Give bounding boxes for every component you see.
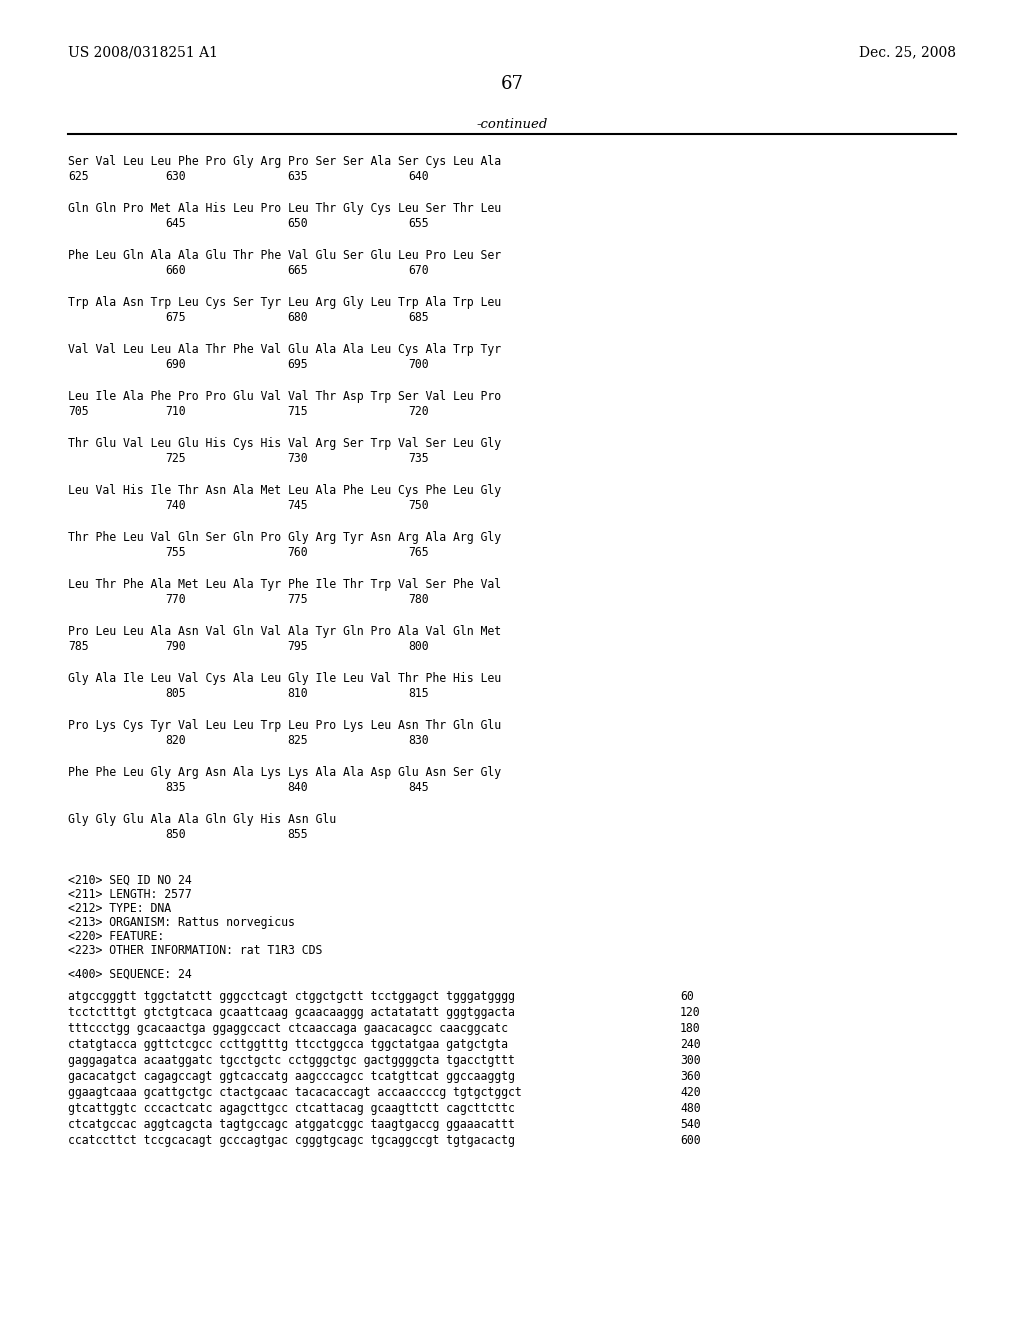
- Text: <223> OTHER INFORMATION: rat T1R3 CDS: <223> OTHER INFORMATION: rat T1R3 CDS: [68, 944, 323, 957]
- Text: 660: 660: [165, 264, 186, 277]
- Text: 780: 780: [409, 593, 429, 606]
- Text: 830: 830: [409, 734, 429, 747]
- Text: 60: 60: [680, 990, 693, 1003]
- Text: 840: 840: [287, 781, 307, 795]
- Text: 770: 770: [165, 593, 186, 606]
- Text: 67: 67: [501, 75, 523, 92]
- Text: 240: 240: [680, 1038, 700, 1051]
- Text: 820: 820: [165, 734, 186, 747]
- Text: 740: 740: [165, 499, 186, 512]
- Text: 685: 685: [409, 312, 429, 323]
- Text: 720: 720: [409, 405, 429, 418]
- Text: 825: 825: [287, 734, 307, 747]
- Text: 805: 805: [165, 686, 186, 700]
- Text: 785: 785: [68, 640, 89, 653]
- Text: <220> FEATURE:: <220> FEATURE:: [68, 931, 164, 942]
- Text: 790: 790: [165, 640, 186, 653]
- Text: Thr Phe Leu Val Gln Ser Gln Pro Gly Arg Tyr Asn Arg Ala Arg Gly: Thr Phe Leu Val Gln Ser Gln Pro Gly Arg …: [68, 531, 501, 544]
- Text: <211> LENGTH: 2577: <211> LENGTH: 2577: [68, 888, 191, 902]
- Text: 180: 180: [680, 1022, 700, 1035]
- Text: 300: 300: [680, 1053, 700, 1067]
- Text: 760: 760: [287, 546, 307, 558]
- Text: <212> TYPE: DNA: <212> TYPE: DNA: [68, 902, 171, 915]
- Text: 705: 705: [68, 405, 89, 418]
- Text: 725: 725: [165, 451, 186, 465]
- Text: <213> ORGANISM: Rattus norvegicus: <213> ORGANISM: Rattus norvegicus: [68, 916, 295, 929]
- Text: Thr Glu Val Leu Glu His Cys His Val Arg Ser Trp Val Ser Leu Gly: Thr Glu Val Leu Glu His Cys His Val Arg …: [68, 437, 501, 450]
- Text: 845: 845: [409, 781, 429, 795]
- Text: <400> SEQUENCE: 24: <400> SEQUENCE: 24: [68, 968, 191, 981]
- Text: Leu Thr Phe Ala Met Leu Ala Tyr Phe Ile Thr Trp Val Ser Phe Val: Leu Thr Phe Ala Met Leu Ala Tyr Phe Ile …: [68, 578, 501, 591]
- Text: 795: 795: [287, 640, 307, 653]
- Text: 745: 745: [287, 499, 307, 512]
- Text: gtcattggtc cccactcatc agagcttgcc ctcattacag gcaagttctt cagcttcttc: gtcattggtc cccactcatc agagcttgcc ctcatta…: [68, 1102, 515, 1115]
- Text: 750: 750: [409, 499, 429, 512]
- Text: 360: 360: [680, 1071, 700, 1082]
- Text: 120: 120: [680, 1006, 700, 1019]
- Text: Val Val Leu Leu Ala Thr Phe Val Glu Ala Ala Leu Cys Ala Trp Tyr: Val Val Leu Leu Ala Thr Phe Val Glu Ala …: [68, 343, 501, 356]
- Text: ctcatgccac aggtcagcta tagtgccagc atggatcggc taagtgaccg ggaaacattt: ctcatgccac aggtcagcta tagtgccagc atggatc…: [68, 1118, 515, 1131]
- Text: 675: 675: [165, 312, 186, 323]
- Text: 730: 730: [287, 451, 307, 465]
- Text: 800: 800: [409, 640, 429, 653]
- Text: 850: 850: [165, 828, 186, 841]
- Text: gacacatgct cagagccagt ggtcaccatg aagcccagcc tcatgttcat ggccaaggtg: gacacatgct cagagccagt ggtcaccatg aagccca…: [68, 1071, 515, 1082]
- Text: Dec. 25, 2008: Dec. 25, 2008: [859, 45, 956, 59]
- Text: Pro Lys Cys Tyr Val Leu Leu Trp Leu Pro Lys Leu Asn Thr Gln Glu: Pro Lys Cys Tyr Val Leu Leu Trp Leu Pro …: [68, 719, 501, 733]
- Text: -continued: -continued: [476, 117, 548, 131]
- Text: Ser Val Leu Leu Phe Pro Gly Arg Pro Ser Ser Ala Ser Cys Leu Ala: Ser Val Leu Leu Phe Pro Gly Arg Pro Ser …: [68, 154, 501, 168]
- Text: 735: 735: [409, 451, 429, 465]
- Text: 775: 775: [287, 593, 307, 606]
- Text: 715: 715: [287, 405, 307, 418]
- Text: 695: 695: [287, 358, 307, 371]
- Text: 815: 815: [409, 686, 429, 700]
- Text: atgccgggtt tggctatctt gggcctcagt ctggctgctt tcctggagct tgggatgggg: atgccgggtt tggctatctt gggcctcagt ctggctg…: [68, 990, 515, 1003]
- Text: US 2008/0318251 A1: US 2008/0318251 A1: [68, 45, 218, 59]
- Text: 600: 600: [680, 1134, 700, 1147]
- Text: 755: 755: [165, 546, 186, 558]
- Text: tttccctgg gcacaactga ggaggccact ctcaaccaga gaacacagcc caacggcatc: tttccctgg gcacaactga ggaggccact ctcaacca…: [68, 1022, 508, 1035]
- Text: <210> SEQ ID NO 24: <210> SEQ ID NO 24: [68, 874, 191, 887]
- Text: 625: 625: [68, 170, 89, 183]
- Text: 650: 650: [287, 216, 307, 230]
- Text: 765: 765: [409, 546, 429, 558]
- Text: ctatgtacca ggttctcgcc ccttggtttg ttcctggcca tggctatgaa gatgctgta: ctatgtacca ggttctcgcc ccttggtttg ttcctgg…: [68, 1038, 508, 1051]
- Text: 480: 480: [680, 1102, 700, 1115]
- Text: 420: 420: [680, 1086, 700, 1100]
- Text: 655: 655: [409, 216, 429, 230]
- Text: Trp Ala Asn Trp Leu Cys Ser Tyr Leu Arg Gly Leu Trp Ala Trp Leu: Trp Ala Asn Trp Leu Cys Ser Tyr Leu Arg …: [68, 296, 501, 309]
- Text: 810: 810: [287, 686, 307, 700]
- Text: Gly Ala Ile Leu Val Cys Ala Leu Gly Ile Leu Val Thr Phe His Leu: Gly Ala Ile Leu Val Cys Ala Leu Gly Ile …: [68, 672, 501, 685]
- Text: 635: 635: [287, 170, 307, 183]
- Text: 700: 700: [409, 358, 429, 371]
- Text: 665: 665: [287, 264, 307, 277]
- Text: Gln Gln Pro Met Ala His Leu Pro Leu Thr Gly Cys Leu Ser Thr Leu: Gln Gln Pro Met Ala His Leu Pro Leu Thr …: [68, 202, 501, 215]
- Text: 855: 855: [287, 828, 307, 841]
- Text: 540: 540: [680, 1118, 700, 1131]
- Text: Leu Val His Ile Thr Asn Ala Met Leu Ala Phe Leu Cys Phe Leu Gly: Leu Val His Ile Thr Asn Ala Met Leu Ala …: [68, 484, 501, 498]
- Text: ccatccttct tccgcacagt gcccagtgac cgggtgcagc tgcaggccgt tgtgacactg: ccatccttct tccgcacagt gcccagtgac cgggtgc…: [68, 1134, 515, 1147]
- Text: gaggagatca acaatggatc tgcctgctc cctgggctgc gactggggcta tgacctgttt: gaggagatca acaatggatc tgcctgctc cctgggct…: [68, 1053, 515, 1067]
- Text: Pro Leu Leu Ala Asn Val Gln Val Ala Tyr Gln Pro Ala Val Gln Met: Pro Leu Leu Ala Asn Val Gln Val Ala Tyr …: [68, 624, 501, 638]
- Text: 710: 710: [165, 405, 186, 418]
- Text: 640: 640: [409, 170, 429, 183]
- Text: 835: 835: [165, 781, 186, 795]
- Text: 630: 630: [165, 170, 186, 183]
- Text: 645: 645: [165, 216, 186, 230]
- Text: tcctctttgt gtctgtcaca gcaattcaag gcaacaaggg actatatatt gggtggacta: tcctctttgt gtctgtcaca gcaattcaag gcaacaa…: [68, 1006, 515, 1019]
- Text: Gly Gly Glu Ala Ala Gln Gly His Asn Glu: Gly Gly Glu Ala Ala Gln Gly His Asn Glu: [68, 813, 336, 826]
- Text: Leu Ile Ala Phe Pro Pro Glu Val Val Thr Asp Trp Ser Val Leu Pro: Leu Ile Ala Phe Pro Pro Glu Val Val Thr …: [68, 389, 501, 403]
- Text: 690: 690: [165, 358, 186, 371]
- Text: Phe Leu Gln Ala Ala Glu Thr Phe Val Glu Ser Glu Leu Pro Leu Ser: Phe Leu Gln Ala Ala Glu Thr Phe Val Glu …: [68, 249, 501, 261]
- Text: 670: 670: [409, 264, 429, 277]
- Text: 680: 680: [287, 312, 307, 323]
- Text: Phe Phe Leu Gly Arg Asn Ala Lys Lys Ala Ala Asp Glu Asn Ser Gly: Phe Phe Leu Gly Arg Asn Ala Lys Lys Ala …: [68, 766, 501, 779]
- Text: ggaagtcaaa gcattgctgc ctactgcaac tacacaccagt accaaccccg tgtgctggct: ggaagtcaaa gcattgctgc ctactgcaac tacacac…: [68, 1086, 522, 1100]
